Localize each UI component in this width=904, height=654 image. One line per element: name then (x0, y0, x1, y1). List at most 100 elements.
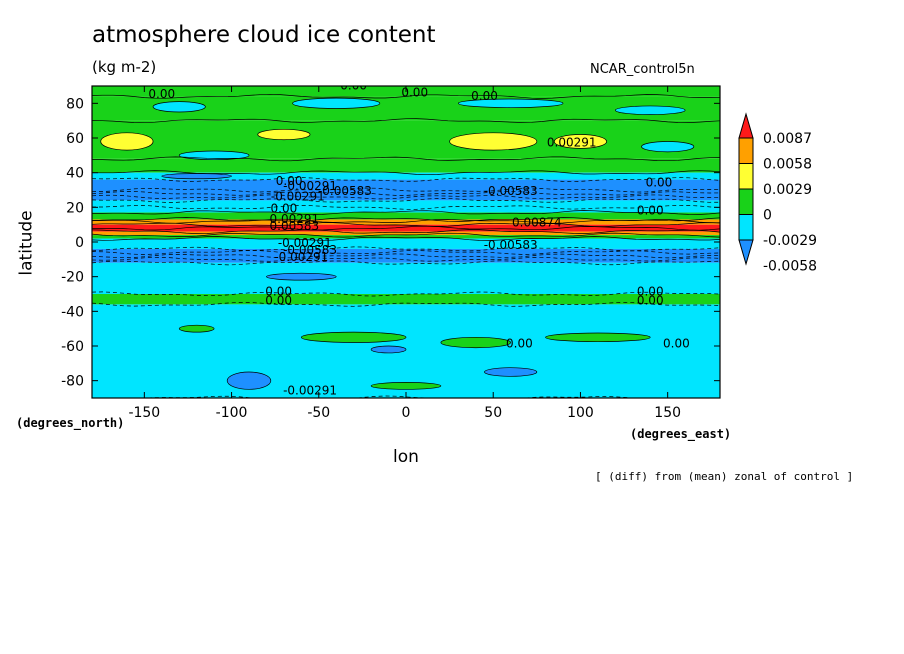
contour-label-14: 0.00583 (270, 219, 320, 233)
patch-12 (300, 331, 407, 343)
contour-line-9 (92, 229, 720, 234)
contour-label-16: -0.00291 (278, 236, 332, 250)
contour-label-20: 0.00 (265, 285, 292, 299)
chart-title: atmosphere cloud ice content (92, 22, 436, 48)
patch-13 (440, 336, 512, 349)
contour-label-22: 0.00 (637, 285, 664, 299)
y-axis-units: (degrees_north) (16, 416, 125, 430)
y-tick-label-7: 60 (66, 131, 84, 147)
band-11 (92, 235, 720, 239)
y-tick-label-4: 0 (75, 235, 84, 251)
contour-label-19: -0.00583 (484, 238, 538, 252)
band-7 (92, 212, 720, 220)
contour-lines (92, 93, 720, 398)
contour-label-7: -0.00583 (318, 184, 372, 198)
colorbar-swatch-4 (738, 214, 754, 241)
run-label: NCAR_control5n (590, 62, 695, 77)
colorbar-swatch-1 (738, 137, 754, 164)
contour-label-5: 0.00 (276, 174, 303, 188)
contour-label-6: -0.00291 (283, 179, 337, 193)
patch-1 (292, 97, 381, 109)
colorbar-label-4: -0.0029 (763, 233, 817, 249)
contour-line-1 (92, 118, 720, 124)
contour-label-4: 0.00291 (547, 136, 597, 150)
y-tick-label-5: 20 (66, 200, 84, 216)
contour-line-10 (92, 232, 720, 238)
y-tick-label-2: -40 (61, 304, 84, 320)
footnote: [ (diff) from (mean) zonal of control ] (595, 470, 854, 483)
contour-label-26: -0.00291 (283, 384, 337, 398)
band-6 (92, 200, 720, 213)
chart-units: (kg m-2) (92, 58, 157, 76)
y-tick-label-1: -60 (61, 339, 84, 355)
band-15 (92, 294, 720, 305)
band-13 (92, 248, 720, 263)
contour-label-0: 0.00 (148, 87, 175, 101)
contour-label-9: -0.00583 (484, 184, 538, 198)
band-4 (92, 172, 720, 180)
patch-3 (614, 105, 686, 115)
patch-16 (370, 345, 407, 354)
colorbar-label-3: 0 (763, 208, 772, 224)
x-tick-label-0: -150 (128, 405, 160, 421)
field-bands (92, 86, 720, 398)
patch-10 (266, 272, 337, 281)
band-10 (92, 231, 720, 236)
y-tick-label-0: -80 (61, 374, 84, 390)
contour-line-11 (92, 236, 720, 241)
x-tick-label-2: -50 (307, 405, 330, 421)
patch-14 (545, 332, 651, 343)
contour-line-6 (92, 210, 720, 215)
contour-labels: 0.000.00 0.00 0.000.002910.00-0.00291-0.00… (148, 78, 689, 398)
patch-19 (161, 173, 232, 180)
patch-0 (152, 101, 206, 113)
colorbar-label-2: 0.0029 (763, 182, 812, 198)
contour-line-2 (92, 156, 720, 162)
y-axis-label: latitude (16, 210, 37, 276)
contour-label-10: 0.00 (646, 176, 673, 190)
y-tick-label-3: -20 (61, 270, 84, 286)
contour-label-21: 0.00 (265, 293, 292, 307)
contour-label-8: -0.00291 (271, 189, 325, 203)
contour-label-18: -0.00291 (274, 250, 328, 264)
x-tick-label-6: 150 (654, 405, 681, 421)
patch-18 (370, 382, 442, 390)
contour-line-25 (92, 225, 720, 231)
patch-15 (226, 371, 272, 390)
contour-label-23: 0.00 (637, 293, 664, 307)
patch-6 (449, 132, 538, 151)
contour-line-8 (92, 222, 720, 227)
contour-line-0 (92, 93, 720, 99)
patch-17 (484, 367, 538, 377)
y-axis: -80 -60 -40 -20 0 20 40 60 80 (61, 96, 720, 390)
colorbar-label-0: 0.0087 (763, 131, 812, 147)
contour-label-13: 0.00291 (270, 212, 320, 226)
patch-4 (100, 132, 154, 151)
contour-label-3: 0.00 (471, 89, 498, 103)
band-12 (92, 238, 720, 249)
colorbar-label-1: 0.0058 (763, 157, 812, 173)
contour-label-1: 0.00 (340, 78, 367, 92)
contour-label-17: -0.00583 (283, 243, 337, 257)
patch-7 (553, 134, 607, 149)
patch-2 (457, 98, 564, 109)
colorbar-swatch-2 (738, 163, 754, 190)
x-axis: -150 -100 -50 0 50 100 150 (128, 86, 681, 421)
colorbar: 0.0087 0.0058 0.0029 0 -0.0029 -0.0058 (738, 112, 817, 275)
band-3 (92, 158, 720, 173)
x-axis-label: lon (393, 447, 419, 467)
x-tick-label-3: 0 (402, 405, 411, 421)
patch-11 (178, 324, 215, 333)
contour-line-24 (92, 218, 720, 224)
colorbar-top-arrow (738, 112, 754, 139)
colorbar-label-5: -0.0058 (763, 259, 817, 275)
contour-line-3 (92, 170, 720, 176)
contour-label-15: 0.00874 (512, 215, 562, 229)
x-axis-units: (degrees_east) (630, 427, 732, 441)
y-tick-label-8: 80 (66, 96, 84, 112)
band-9 (92, 224, 720, 232)
patch-9 (641, 141, 695, 153)
x-tick-label-1: -100 (216, 405, 248, 421)
contour-label-24: 0.00 (506, 337, 533, 351)
